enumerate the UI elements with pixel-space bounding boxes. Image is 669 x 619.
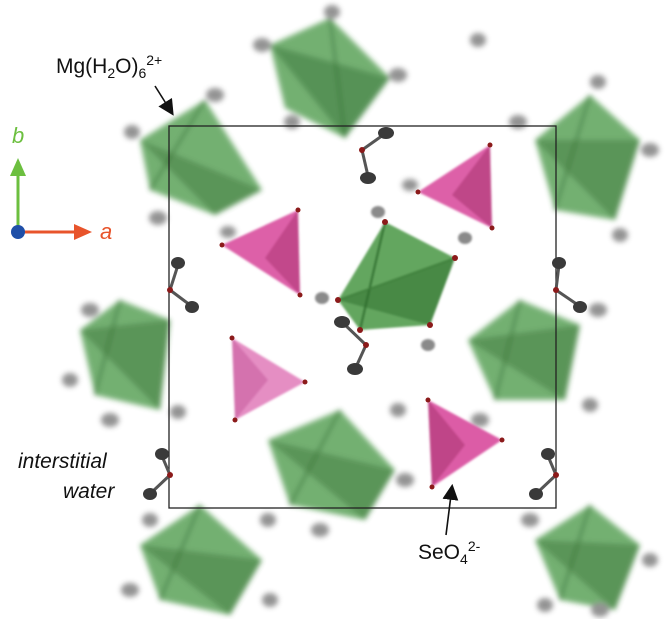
b-axis-label: b [12,123,25,148]
a-axis-arrowhead [74,224,92,240]
water-molecule-center [334,316,369,375]
tetrahedron-upper-right [418,145,492,228]
selenate-tetrahedra [222,145,502,487]
water-molecule-top [359,127,394,184]
tetrahedron-upper-left [222,210,300,295]
water-molecule-right-bottom [529,448,559,500]
mg-complex-label: Mg(H2O)62+ [56,52,163,82]
octahedron-mid-right [468,299,580,401]
interstitial-water-molecules [143,127,587,500]
oxygen-atoms [219,142,505,490]
a-axis-label: a [100,219,113,244]
interstitial-water-label-line1: interstitial [18,450,107,473]
crystal-axes [10,158,92,240]
mg-complex-arrow [154,85,174,116]
unit-cell-outline [168,125,557,509]
axis-origin [11,225,25,239]
tetrahedron-lower-right [428,400,502,487]
octahedron-bottom-left [140,504,262,615]
water-molecule-left-top [167,257,199,313]
octahedron-bottom [268,409,395,520]
octahedron-top-right [535,94,640,220]
selenate-arrow [442,483,459,536]
interstitial-water-label-line2: water [63,480,115,503]
selenate-label: SeO42- [418,538,481,568]
octahedron-top-left [140,99,262,215]
octahedra-background [62,5,659,617]
octahedron-bottom-right [535,504,640,610]
water-molecule-right-top [552,257,587,313]
water-molecule-left-bottom [143,448,173,500]
octahedron-mid-left [80,299,170,410]
b-axis-arrowhead [10,158,26,176]
tetrahedron-lower-left [232,338,305,420]
octahedron-center [315,206,472,351]
octahedron-top [270,17,390,139]
